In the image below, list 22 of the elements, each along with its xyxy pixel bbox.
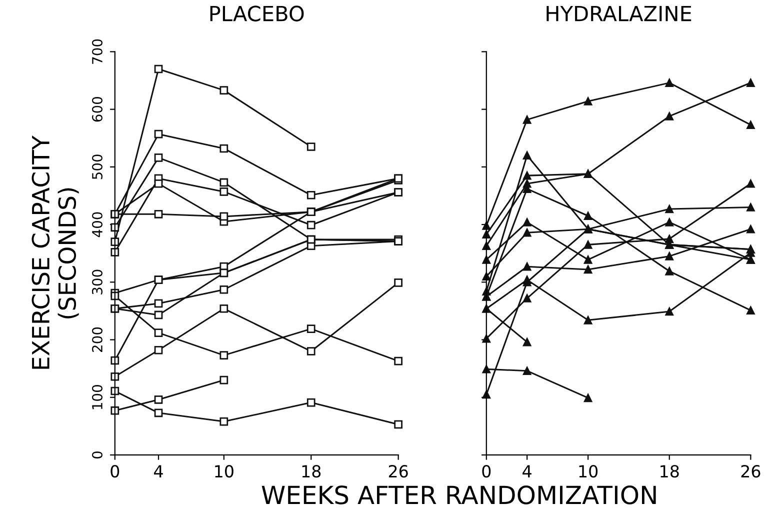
y-tick-label: 200	[92, 327, 102, 352]
x-tick-label: 26	[388, 464, 408, 478]
x-tick-label: 0	[482, 464, 491, 478]
y-tick-label: 600	[92, 96, 102, 122]
x-tick-label: 18	[660, 464, 679, 478]
y-axis-title: EXERCISE CAPACITY (SECONDS)	[32, 136, 79, 369]
x-axis-title: WEEKS AFTER RANDOMIZATION	[262, 485, 656, 504]
chart-title: HYDRALAZINE	[546, 6, 692, 22]
x-tick-label: 18	[302, 464, 321, 478]
x-tick-label: 10	[579, 464, 598, 478]
x-tick-label: 10	[215, 464, 234, 478]
x-tick-label: 26	[741, 464, 760, 478]
chart-title: PLACEBO	[210, 6, 304, 22]
y-tick-label: 700	[92, 39, 102, 64]
y-tick-label: 0	[92, 451, 102, 458]
y-tick-label: 500	[92, 154, 102, 180]
y-tick-label: 100	[92, 385, 102, 410]
x-tick-label: 4	[154, 465, 163, 478]
x-tick-label: 4	[522, 465, 532, 478]
y-tick-label: 300	[92, 270, 102, 294]
y-tick-label: 400	[92, 212, 102, 238]
x-tick-label: 0	[110, 464, 120, 478]
